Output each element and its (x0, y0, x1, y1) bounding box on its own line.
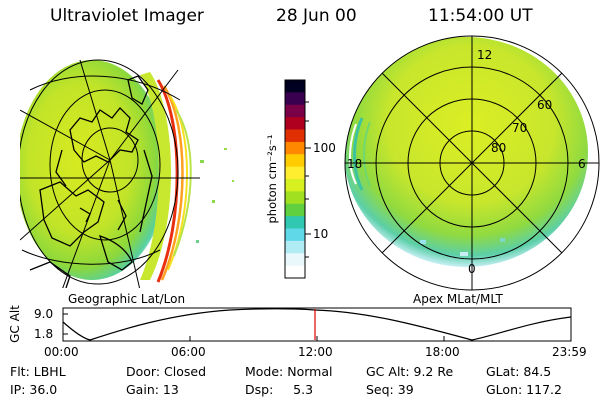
gc-alt-ylabel: GC Alt (8, 305, 22, 343)
colorbar-cell (285, 141, 305, 155)
gc-alt-plot (62, 307, 572, 342)
polar-plot: 12 18 6 0 60 70 80 (344, 35, 600, 291)
colorbar-cell (285, 104, 305, 118)
gc-alt-xtick-1800: 18:00 (425, 345, 460, 359)
colorbar-cell (285, 154, 305, 168)
instrument-title: Ultraviolet Imager (50, 6, 204, 26)
gc-alt-readout: GC Alt: 9.2 Re (366, 364, 454, 379)
colorbar-cell (285, 191, 305, 205)
mlt-label-12: 12 (477, 48, 492, 62)
image-time: 11:54:00 UT (428, 6, 533, 26)
glat-readout: GLat: 84.5 (486, 364, 552, 379)
right-panel-caption: Apex MLat/MLT (413, 292, 503, 306)
mlat-label-60: 60 (537, 98, 552, 112)
colorbar-label-10: 10 (313, 227, 328, 241)
colorbar: 100 10 photon cm⁻²s⁻¹ (265, 79, 336, 279)
geographic-map (20, 59, 234, 288)
colorbar-frame (284, 79, 306, 279)
colorbar-cell (285, 253, 305, 267)
colorbar-cell (285, 117, 305, 131)
glon-readout: GLon: 117.2 (486, 382, 562, 397)
colorbar-cell (285, 179, 305, 192)
image-date: 28 Jun 00 (276, 6, 357, 26)
ip-readout: IP: 36.0 (10, 382, 58, 397)
mlt-label-18: 18 (347, 157, 362, 171)
uv-emission-disk-right (345, 37, 588, 267)
left-panel-caption: Geographic Lat/Lon (68, 292, 186, 306)
door-readout: Door: Closed (126, 364, 207, 379)
colorbar-cell (285, 166, 305, 180)
gc-alt-xtick-2359: 23:59 (552, 345, 587, 359)
gc-alt-xtick-0000: 00:00 (44, 345, 79, 359)
colorbar-unit-label: photon cm⁻²s⁻¹ (265, 135, 279, 224)
gc-alt-ytick-high: 9.0 (34, 307, 54, 321)
colorbar-cell (285, 129, 305, 143)
gc-alt-xtick-1200: 12:00 (298, 345, 333, 359)
colorbar-cell (285, 240, 305, 254)
filter-readout: Flt: LBHL (10, 364, 66, 379)
seq-readout: Seq: 39 (366, 382, 414, 397)
dayglow-limb-red (156, 79, 179, 283)
dayglow-limb-orange (160, 85, 184, 281)
mode-readout: Mode: Normal (245, 364, 333, 379)
coastlines (29, 75, 153, 288)
colorbar-cell (285, 203, 305, 217)
gain-readout: Gain: 13 (126, 382, 179, 397)
gc-alt-xtick-0600: 06:00 (171, 345, 206, 359)
colorbar-cell (285, 92, 305, 106)
mlat-label-80: 80 (491, 141, 506, 155)
gc-alt-curve (62, 308, 572, 341)
mlt-label-0: 0 (468, 262, 476, 276)
colorbar-cell (285, 228, 305, 242)
mlat-mlt-grid (344, 35, 600, 291)
colorbar-cell (285, 216, 305, 230)
uv-emission-disk-left (20, 60, 168, 280)
mlt-label-6: 6 (578, 157, 586, 171)
colorbar-cell (285, 80, 305, 93)
gc-alt-ytick-low: 1.8 (34, 327, 54, 341)
colorbar-cell (285, 265, 305, 279)
mlat-label-70: 70 (512, 121, 527, 135)
colorbar-label-100: 100 (313, 141, 336, 155)
lat-lon-grid (20, 59, 200, 288)
dsp-readout: Dsp: 5.3 (245, 382, 314, 397)
